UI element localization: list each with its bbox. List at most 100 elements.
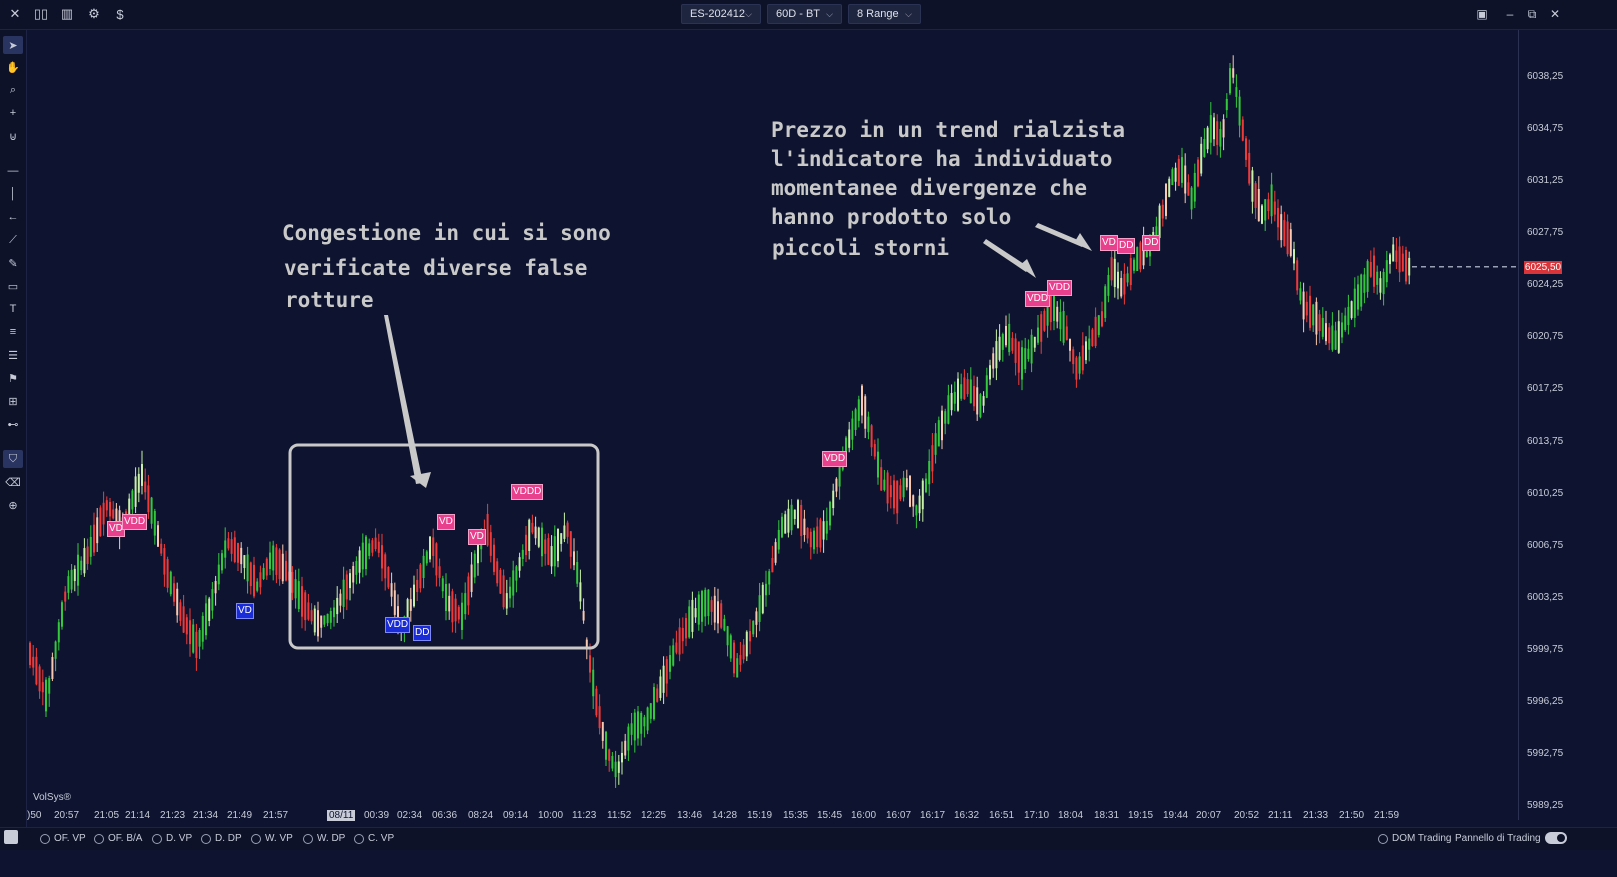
horizontal-line-icon[interactable]: — xyxy=(7,165,19,177)
candle-body xyxy=(915,505,918,516)
candle-body xyxy=(809,531,812,548)
flag-icon[interactable]: ⚑ xyxy=(8,372,18,385)
radio-icon xyxy=(1378,833,1388,844)
measure-icon[interactable]: ⊷ xyxy=(7,418,19,431)
instrument-select[interactable]: ES-202412 ⌵ xyxy=(681,4,761,24)
price-axis[interactable]: 6038,25 6034,75 6031,25 6027,75 6024,25 6020,… xyxy=(1518,30,1617,820)
candle-body xyxy=(141,464,143,486)
zoom-icon[interactable]: ⌕ xyxy=(9,83,17,96)
candle-body xyxy=(1030,334,1033,364)
candle-body xyxy=(205,603,207,636)
candle-body xyxy=(105,500,108,511)
text-icon[interactable]: T xyxy=(9,303,17,315)
candle-body xyxy=(275,547,278,575)
price-tick-label: 6038,25 xyxy=(1527,71,1564,82)
candle-body xyxy=(800,504,803,537)
window-close-icon[interactable]: ✕ xyxy=(1549,7,1561,21)
candle-body xyxy=(371,540,374,553)
trading-panel-toggle[interactable]: Pannello di Trading xyxy=(1455,832,1567,844)
trendline-icon[interactable]: ⟋ xyxy=(9,233,17,246)
candle-body xyxy=(61,602,63,627)
candle-body xyxy=(944,411,947,424)
close-icon[interactable]: ✕ xyxy=(9,6,21,21)
crosshair-icon[interactable]: + xyxy=(9,107,17,119)
ray-icon[interactable]: ← xyxy=(7,211,19,223)
candle-body xyxy=(784,514,787,534)
candle-body xyxy=(806,527,809,539)
time-tick-label: 12:25 xyxy=(641,810,667,821)
tab-w-vp[interactable]: W. VP xyxy=(251,833,293,844)
candle-body xyxy=(1187,182,1190,196)
price-chart[interactable] xyxy=(27,30,1517,805)
candle-body xyxy=(1161,204,1164,219)
templates-icon[interactable]: ⊕ xyxy=(8,499,18,512)
candle-body xyxy=(470,564,473,592)
candle-body xyxy=(973,385,975,407)
cursor-icon[interactable]: ➤ xyxy=(3,36,23,54)
candle-body xyxy=(640,712,643,734)
candle-body xyxy=(694,608,697,618)
candle-body xyxy=(38,666,41,692)
candle-body xyxy=(1398,246,1401,273)
candle-body xyxy=(704,589,707,617)
candle-body xyxy=(355,560,358,575)
candle-body xyxy=(813,530,815,550)
candle-body xyxy=(653,687,655,720)
candle-body xyxy=(835,478,838,492)
candle-body xyxy=(217,564,220,585)
radio-icon xyxy=(303,833,313,844)
magnet-icon[interactable]: ⊍ xyxy=(8,130,18,143)
grid-icon[interactable] xyxy=(4,830,18,844)
dom-trading-toggle[interactable]: DOM Trading xyxy=(1378,833,1451,844)
candle-body xyxy=(1248,152,1251,184)
trend-text-line5: piccoli storni xyxy=(772,236,950,260)
tab-d-dp[interactable]: D. DP xyxy=(201,833,242,844)
dollar-icon[interactable]: $ xyxy=(116,6,124,22)
candle-body xyxy=(1206,127,1209,150)
candle-body xyxy=(54,641,57,659)
tab-w-dp[interactable]: W. DP xyxy=(303,833,345,844)
candle-body xyxy=(387,567,390,588)
divergence-tag: VD xyxy=(1100,235,1118,251)
candle-body xyxy=(848,429,851,448)
tab-d-vp[interactable]: D. VP xyxy=(152,833,192,844)
rectangle-icon[interactable]: ▭ xyxy=(7,280,19,293)
eraser-icon[interactable]: ⌫ xyxy=(5,476,21,489)
restore-icon[interactable]: ⧉ xyxy=(1527,6,1537,21)
time-tick-label: 21:33 xyxy=(1303,810,1329,821)
time-axis[interactable]: )50 20:57 21:05 21:14 21:23 21:34 21:49 21:57 08… xyxy=(27,807,1517,825)
lock-drawings-icon[interactable]: ⛉ xyxy=(3,450,23,468)
candle-body xyxy=(1027,348,1030,360)
layout-icon[interactable]: ▯▯ xyxy=(33,6,49,21)
tab-c-vp[interactable]: C. VP xyxy=(354,833,394,844)
candle-body xyxy=(1155,226,1158,237)
range-select[interactable]: 8 Range ⌵ xyxy=(848,4,921,24)
candle-body xyxy=(96,517,99,544)
tab-of-vp[interactable]: OF. VP xyxy=(40,833,86,844)
panel-toggle-icon[interactable]: ▣ xyxy=(1476,7,1488,21)
vertical-line-icon[interactable]: │ xyxy=(9,188,17,200)
chevron-down-icon: ⌵ xyxy=(905,8,912,19)
candle-body xyxy=(134,476,137,507)
candle-body xyxy=(681,627,684,642)
pencil-icon[interactable]: ✎ xyxy=(8,257,18,270)
candle-body xyxy=(557,528,559,562)
candle-body xyxy=(320,615,323,628)
candle-body xyxy=(995,341,998,369)
candle-body xyxy=(512,570,515,596)
minimize-icon[interactable]: – xyxy=(1506,7,1514,21)
settings-icon[interactable]: ⚙ xyxy=(88,6,100,21)
fib-icon[interactable]: ☰ xyxy=(8,349,18,362)
candle-body xyxy=(435,543,438,576)
candle-body xyxy=(102,502,105,525)
candle-body xyxy=(1014,338,1017,363)
candle-body xyxy=(947,395,950,424)
candle-body xyxy=(1366,261,1369,292)
levels-icon[interactable]: ≡ xyxy=(9,326,17,338)
tab-of-ba[interactable]: OF. B/A xyxy=(94,833,142,844)
bar-chart-icon[interactable]: ▥ xyxy=(60,6,74,21)
hand-icon[interactable]: ✋ xyxy=(6,61,20,74)
ruler-icon[interactable]: ⊞ xyxy=(8,395,18,408)
timeframe-select[interactable]: 60D - BT ⌵ xyxy=(767,4,842,24)
time-tick-label: 21:57 xyxy=(263,810,289,821)
